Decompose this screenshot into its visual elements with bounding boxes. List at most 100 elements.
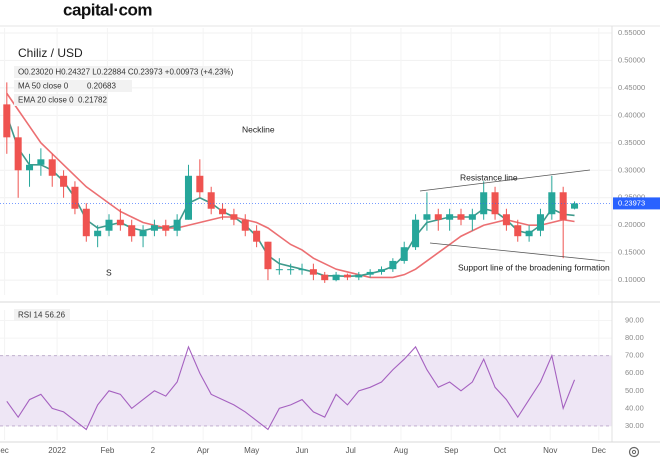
ma-line	[6, 92, 575, 279]
x-tick-label: Apr	[197, 446, 210, 455]
candle-body	[94, 230, 102, 237]
candle-body	[230, 214, 238, 220]
candle-body	[287, 269, 295, 271]
candle-body	[525, 230, 533, 237]
last-price-tag	[613, 197, 660, 210]
candle-body	[14, 137, 22, 171]
candle-body	[60, 175, 68, 187]
legend-label: EMA 20 close 0	[18, 96, 74, 105]
candle-body	[71, 186, 79, 209]
y-tick-label: 40.00	[625, 403, 644, 412]
header	[0, 0, 660, 26]
x-tick-label: 2	[151, 446, 156, 455]
candle-layer: 0.23973	[0, 82, 660, 283]
y-tick-label: 0.55000	[618, 28, 645, 37]
candle-body	[3, 104, 11, 138]
candle-body	[366, 271, 374, 275]
candle-body	[571, 203, 579, 209]
last-price-label: 0.23973	[618, 198, 645, 207]
legend-box	[14, 80, 132, 92]
candle-body	[219, 208, 227, 215]
annotation: S	[106, 267, 112, 277]
candle-body	[139, 230, 147, 237]
candle-body	[173, 219, 181, 231]
candle-body	[26, 164, 34, 171]
x-tick-label: Dec	[592, 446, 606, 455]
rsi-line	[6, 345, 576, 431]
candle-body	[548, 192, 556, 215]
candle-body	[82, 208, 90, 237]
candle-body	[332, 274, 340, 281]
settings-icon[interactable]	[628, 446, 640, 458]
candle-body	[502, 214, 510, 226]
x-tick-label: Aug	[394, 446, 408, 455]
x-tick-label: Feb	[101, 446, 115, 455]
candle-body	[150, 225, 158, 231]
candle-body	[559, 192, 567, 220]
candle-body	[128, 225, 136, 237]
resistance-line	[419, 169, 591, 192]
candle-body	[196, 175, 204, 193]
x-tick-label: Sep	[444, 446, 459, 455]
y-tick-label: 50.00	[625, 386, 644, 395]
candle-body	[116, 219, 124, 226]
candle-body	[162, 225, 170, 231]
support-line	[429, 242, 606, 262]
candle-body	[275, 269, 283, 271]
y-tick-label: 0.45000	[618, 83, 645, 92]
candle-body	[514, 225, 522, 237]
y-tick-label: 0.50000	[618, 55, 645, 64]
candle-body	[264, 241, 272, 270]
annotation: Neckline	[242, 124, 275, 134]
y-tick-label: 70.00	[625, 351, 644, 360]
candle-body	[343, 274, 351, 278]
candle-body	[37, 159, 45, 165]
y-tick-label: 0.10000	[618, 275, 645, 284]
y-tick-label: 0.35000	[618, 138, 645, 147]
y-tick-label: 0.40000	[618, 110, 645, 119]
candle-body	[207, 192, 215, 209]
candle-body	[457, 214, 465, 220]
candle-body	[184, 175, 193, 220]
brand-logo[interactable]: capital·com	[63, 0, 153, 19]
rsi-value: 56.26	[45, 311, 66, 320]
legend-box	[14, 94, 108, 106]
x-tick-label: May	[244, 446, 259, 455]
candle-body	[468, 214, 476, 220]
x-tick-label: ec	[0, 446, 8, 455]
rsi-label: RSI 14	[18, 311, 43, 320]
candle-body	[321, 274, 329, 281]
candle-body	[309, 269, 317, 275]
candle-body	[400, 247, 408, 261]
y-tick-label: 30.00	[625, 421, 644, 430]
candle-body	[423, 214, 431, 220]
candle-body	[536, 214, 544, 231]
candle-body	[434, 214, 442, 220]
candle-body	[355, 274, 363, 278]
y-tick-label: 0.15000	[618, 248, 645, 257]
legend-value: 0.21782	[78, 96, 107, 105]
y-tick-label: 90.00	[625, 316, 644, 325]
x-tick-label: Nov	[543, 446, 557, 455]
candle-body	[48, 159, 56, 176]
rsi-layer	[0, 345, 612, 431]
candle-body	[377, 269, 386, 272]
legend-box	[14, 66, 230, 78]
x-tick-label: Oct	[494, 446, 507, 455]
y-tick-label: 60.00	[625, 368, 644, 377]
candle-body	[446, 214, 454, 220]
chart-title: Chiliz / USD	[18, 46, 83, 60]
annotation: Support line of the broadening formation	[458, 262, 610, 272]
legend-box	[14, 309, 70, 321]
y-tick-label: 0.30000	[618, 165, 645, 174]
y-tick-label: 0.25000	[618, 193, 645, 202]
annotation: Resistance line	[460, 172, 518, 182]
rsi-band	[0, 355, 612, 426]
candle-body	[389, 260, 397, 270]
x-tick-label: Jul	[346, 446, 356, 455]
x-tick-label: Jun	[296, 446, 309, 455]
ohlc-readout: O0.23020 H0.24327 L0.22884 C0.23973 +0.0…	[18, 68, 234, 77]
candle-body	[241, 219, 249, 231]
